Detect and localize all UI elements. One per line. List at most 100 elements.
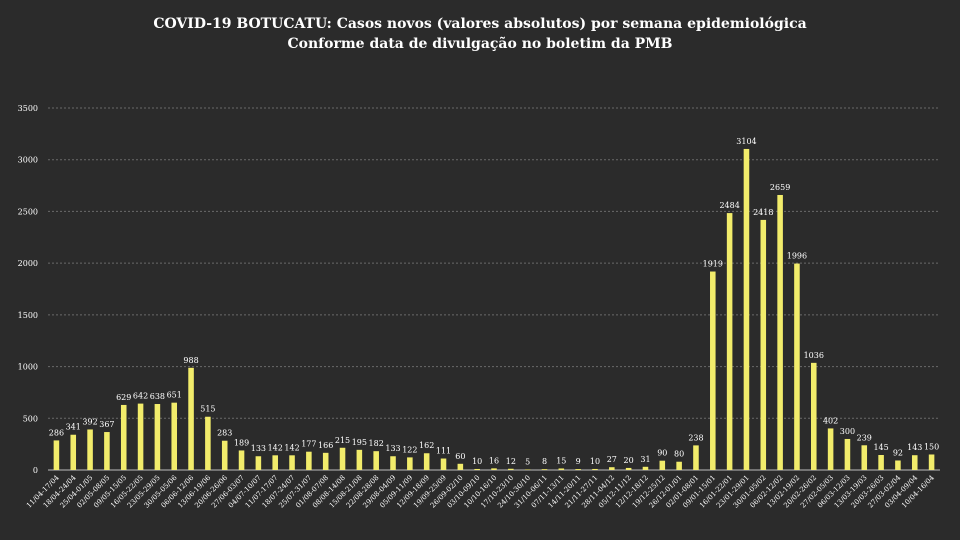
y-tick-label: 1000 (18, 363, 38, 372)
data-label: 20 (624, 456, 634, 465)
y-tick-label: 3000 (18, 156, 38, 165)
data-label: 189 (234, 438, 249, 447)
bar (474, 468, 480, 470)
bar (524, 469, 531, 470)
bar (676, 461, 682, 470)
bar (861, 445, 868, 470)
bar (541, 469, 548, 470)
data-label: 629 (116, 393, 131, 402)
bar (878, 455, 884, 470)
data-label: 31 (640, 455, 650, 464)
bar (53, 440, 60, 470)
bar (710, 271, 716, 470)
bar (642, 466, 649, 470)
bar (356, 449, 363, 470)
data-label: 142 (284, 443, 299, 452)
bar (306, 451, 312, 470)
bar (70, 434, 77, 470)
bar (104, 432, 110, 470)
data-label: 215 (335, 436, 350, 445)
data-label: 238 (688, 433, 703, 442)
y-tick-label: 0 (33, 466, 38, 475)
data-label: 8 (542, 457, 547, 466)
y-tick-label: 3500 (18, 104, 38, 113)
bar (188, 367, 194, 470)
bar (726, 213, 733, 470)
data-label: 90 (657, 449, 667, 458)
bar (592, 468, 598, 470)
data-label: 60 (455, 452, 465, 461)
chart-title-line: COVID-19 BOTUCATU: Casos novos (valores … (153, 16, 807, 32)
data-label: 80 (674, 450, 684, 459)
data-label: 142 (268, 443, 283, 452)
y-tick-label: 2500 (18, 207, 38, 216)
data-label: 150 (924, 442, 939, 451)
data-label: 300 (840, 427, 855, 436)
bar (272, 455, 278, 470)
chart-title: COVID-19 BOTUCATU: Casos novos (valores … (0, 14, 960, 54)
bar (760, 219, 767, 470)
data-label: 12 (506, 457, 516, 466)
data-label: 283 (217, 429, 232, 438)
data-label: 367 (99, 420, 114, 429)
bar (440, 458, 447, 470)
bar (777, 194, 783, 470)
bar (928, 454, 935, 470)
bar (743, 148, 750, 471)
bar (339, 447, 346, 470)
bar (171, 402, 178, 470)
bar (238, 450, 245, 470)
y-tick-label: 500 (23, 414, 38, 423)
data-label: 16 (489, 456, 499, 465)
bar (659, 460, 666, 470)
data-label: 651 (167, 391, 182, 400)
data-label: 1996 (787, 252, 807, 261)
y-tick-label: 1500 (18, 311, 38, 320)
bar (558, 468, 565, 470)
data-label: 15 (556, 456, 566, 465)
data-label: 143 (907, 443, 922, 452)
data-label: 239 (857, 433, 872, 442)
y-tick-label: 2000 (18, 259, 38, 268)
bar (911, 455, 918, 470)
data-label: 392 (82, 417, 97, 426)
bar (575, 469, 581, 470)
data-label: 162 (419, 441, 434, 450)
data-label: 111 (436, 447, 451, 456)
bar (895, 460, 901, 470)
bar (609, 467, 615, 470)
data-label: 133 (251, 444, 266, 453)
bar (508, 468, 514, 470)
data-label: 402 (823, 416, 838, 425)
bar (120, 404, 127, 470)
bar (154, 404, 161, 470)
data-label: 195 (352, 438, 367, 447)
data-label: 133 (385, 444, 400, 453)
bar (221, 440, 228, 470)
bar (693, 445, 699, 470)
bar (407, 457, 413, 470)
data-label: 145 (873, 443, 888, 452)
data-label: 166 (318, 441, 333, 450)
bar (423, 453, 430, 470)
data-label: 515 (200, 405, 215, 414)
data-label: 1036 (804, 351, 824, 360)
data-label: 27 (607, 455, 617, 464)
bar (491, 468, 497, 470)
data-label: 638 (150, 392, 165, 401)
bar (457, 463, 464, 470)
data-label: 3104 (736, 137, 756, 146)
data-label: 286 (49, 428, 64, 437)
data-label: 2484 (719, 201, 739, 210)
data-label: 341 (66, 423, 81, 432)
bar (844, 438, 851, 470)
bar (87, 429, 93, 470)
bar (625, 467, 632, 470)
chart-subtitle: Conforme data de divulgação no boletim d… (287, 36, 673, 52)
data-label: 92 (893, 448, 903, 457)
bar (289, 455, 295, 470)
bar (794, 263, 800, 470)
data-label: 182 (369, 439, 384, 448)
bar (255, 456, 262, 470)
